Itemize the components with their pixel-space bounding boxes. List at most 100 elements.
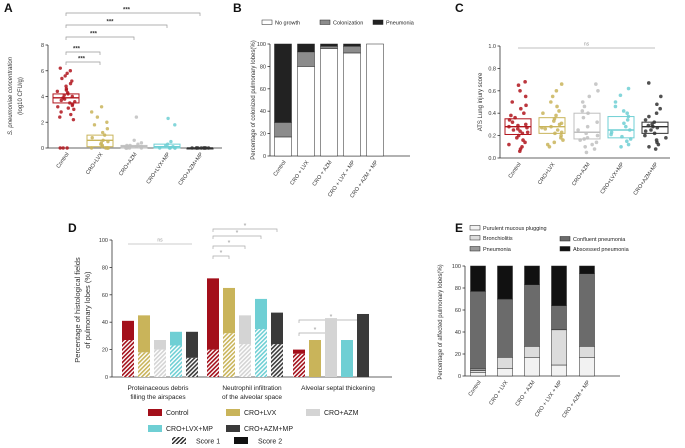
panel-a-point	[69, 112, 73, 117]
panel-a-point	[139, 141, 144, 145]
panel-c-point	[578, 138, 582, 142]
panel-a-sig-label: ***	[73, 47, 81, 53]
panel-a-point	[68, 101, 72, 105]
panel-c-point	[517, 149, 522, 154]
panel-e-bar-segment	[579, 273, 595, 347]
panel-c-sig-label: ns	[584, 42, 590, 48]
panel-d-bar-score1	[223, 333, 235, 377]
panel-d-sig-label: ns	[157, 238, 163, 244]
panel-b-bar-segment	[297, 43, 315, 53]
panel-c-point	[646, 123, 651, 128]
panel-c-point	[595, 120, 599, 124]
panel-e-bar-segment	[551, 265, 567, 306]
panel-e-legend-swatch	[469, 246, 481, 252]
panel-d-sig-label: *	[228, 240, 231, 247]
panel-b-bar-segment	[297, 51, 315, 67]
panel-c-point	[507, 118, 512, 122]
panel-e-legend-label: Pneumonia	[483, 247, 512, 253]
panel-d-bar-score2	[357, 313, 369, 377]
panel-b-bar-segment	[320, 48, 338, 157]
panel-c-ylabel: ATS Lung injury score	[478, 72, 484, 131]
panel-c-point	[653, 147, 658, 151]
panel-d-ytick-label: 20	[102, 348, 108, 354]
panel-c-point	[626, 142, 631, 147]
panel-c-point	[582, 104, 587, 109]
panel-c-point	[507, 142, 511, 147]
panel-a-ylabel-1: S. pneumoniae concentration	[8, 56, 14, 135]
panel-c-point	[594, 82, 598, 86]
panel-c-point	[518, 129, 522, 133]
panel-a-point	[58, 66, 62, 70]
panel-e-legend-swatch	[559, 246, 571, 252]
panel-a-xtick-label: CRO+AZM	[118, 151, 139, 177]
panel-c-point	[586, 111, 590, 115]
panel-d-bar-score2	[341, 340, 353, 377]
panel-d-sig-bracket	[212, 255, 230, 259]
panel-c-point	[523, 94, 528, 99]
panel-e-xtick-label: CRO + LVX + MP	[534, 379, 564, 418]
panel-c-point	[584, 150, 589, 155]
panel-d-sig-label: *	[220, 250, 223, 257]
panel-a-point	[195, 146, 199, 150]
panel-a-sig-label: ***	[107, 20, 115, 26]
panel-c-point	[619, 145, 623, 149]
panel-e-bar-segment	[551, 364, 567, 377]
panel-c-xtick-label: CRO+AZM	[571, 161, 592, 187]
panel-c-point	[621, 109, 626, 113]
panel-a-point	[71, 117, 76, 122]
panel-c-point	[518, 89, 522, 93]
panel-b-bar-segment	[297, 66, 315, 157]
panel-a-sig-bracket	[65, 24, 168, 28]
panel-e-xtick-label: Control	[468, 380, 483, 398]
panel-a-point	[106, 139, 110, 144]
panel-c-point	[652, 131, 657, 136]
panel-c-point	[613, 100, 618, 104]
panel-d-sig-bracket	[212, 235, 262, 239]
panel-c-point	[596, 89, 600, 93]
panel-c-point	[559, 130, 564, 135]
panel-b-xtick-label: Control	[273, 160, 288, 178]
panel-a-point	[90, 136, 94, 140]
panel-c-point	[552, 140, 557, 145]
panel-c-ytick-label: 0.2	[488, 134, 496, 140]
panel-b-ytick-label: 60	[260, 87, 266, 93]
panel-c-point	[627, 128, 632, 132]
panel-c-point	[523, 80, 527, 84]
panel-d-letter: D	[68, 221, 77, 235]
panel-a-xtick-label: CRO+LVX+MP	[146, 151, 172, 185]
panel-c-xtick-label: CRO+LVX	[537, 161, 557, 186]
panel-a-point	[173, 146, 177, 150]
panel-e-bar-segment	[524, 265, 540, 285]
panel-c-point	[628, 137, 633, 141]
panel-a-point	[62, 97, 67, 101]
panel-a-point	[128, 143, 132, 148]
panel-b-ylabel: Percentage of colonized pulmonary lobes(…	[251, 40, 257, 159]
panel-e-bar-segment	[579, 357, 595, 377]
panel-c-point	[643, 129, 648, 133]
panel-a-point	[70, 103, 75, 108]
panel-c-xtick-label: CRO+AZM+MP	[633, 161, 660, 196]
panel-c-point	[557, 122, 562, 127]
panel-e-bar-segment	[470, 372, 486, 377]
panel-c-point	[515, 136, 519, 140]
panel-e-legend-swatch	[469, 235, 481, 241]
panel-d-legend-swatch-score2	[234, 437, 248, 444]
panel-a-point	[124, 146, 128, 150]
panel-d-bar-score2	[271, 312, 283, 345]
panel-b-bar-segment	[274, 136, 292, 157]
panel-a-point	[55, 89, 60, 94]
panel-e-bar-segment	[470, 291, 486, 369]
panel-a-sig-label: ***	[90, 32, 98, 38]
panel-a-sig-bracket	[65, 61, 101, 65]
panel-a-ytick-label: 2	[41, 120, 44, 126]
panel-a-point	[64, 84, 68, 88]
panel-d-ytick-label: 0	[105, 375, 108, 381]
panel-a-point	[105, 120, 109, 124]
panel-a: S. pneumoniae concentration (log10 CFU/g…	[8, 8, 222, 187]
panel-d-sig-label: *	[330, 314, 333, 321]
panel-c-point	[625, 111, 629, 115]
panel-d-ytick-label: 80	[102, 265, 108, 271]
panel-a-xtick-label: Control	[56, 152, 71, 170]
panel-a-point	[66, 92, 70, 96]
